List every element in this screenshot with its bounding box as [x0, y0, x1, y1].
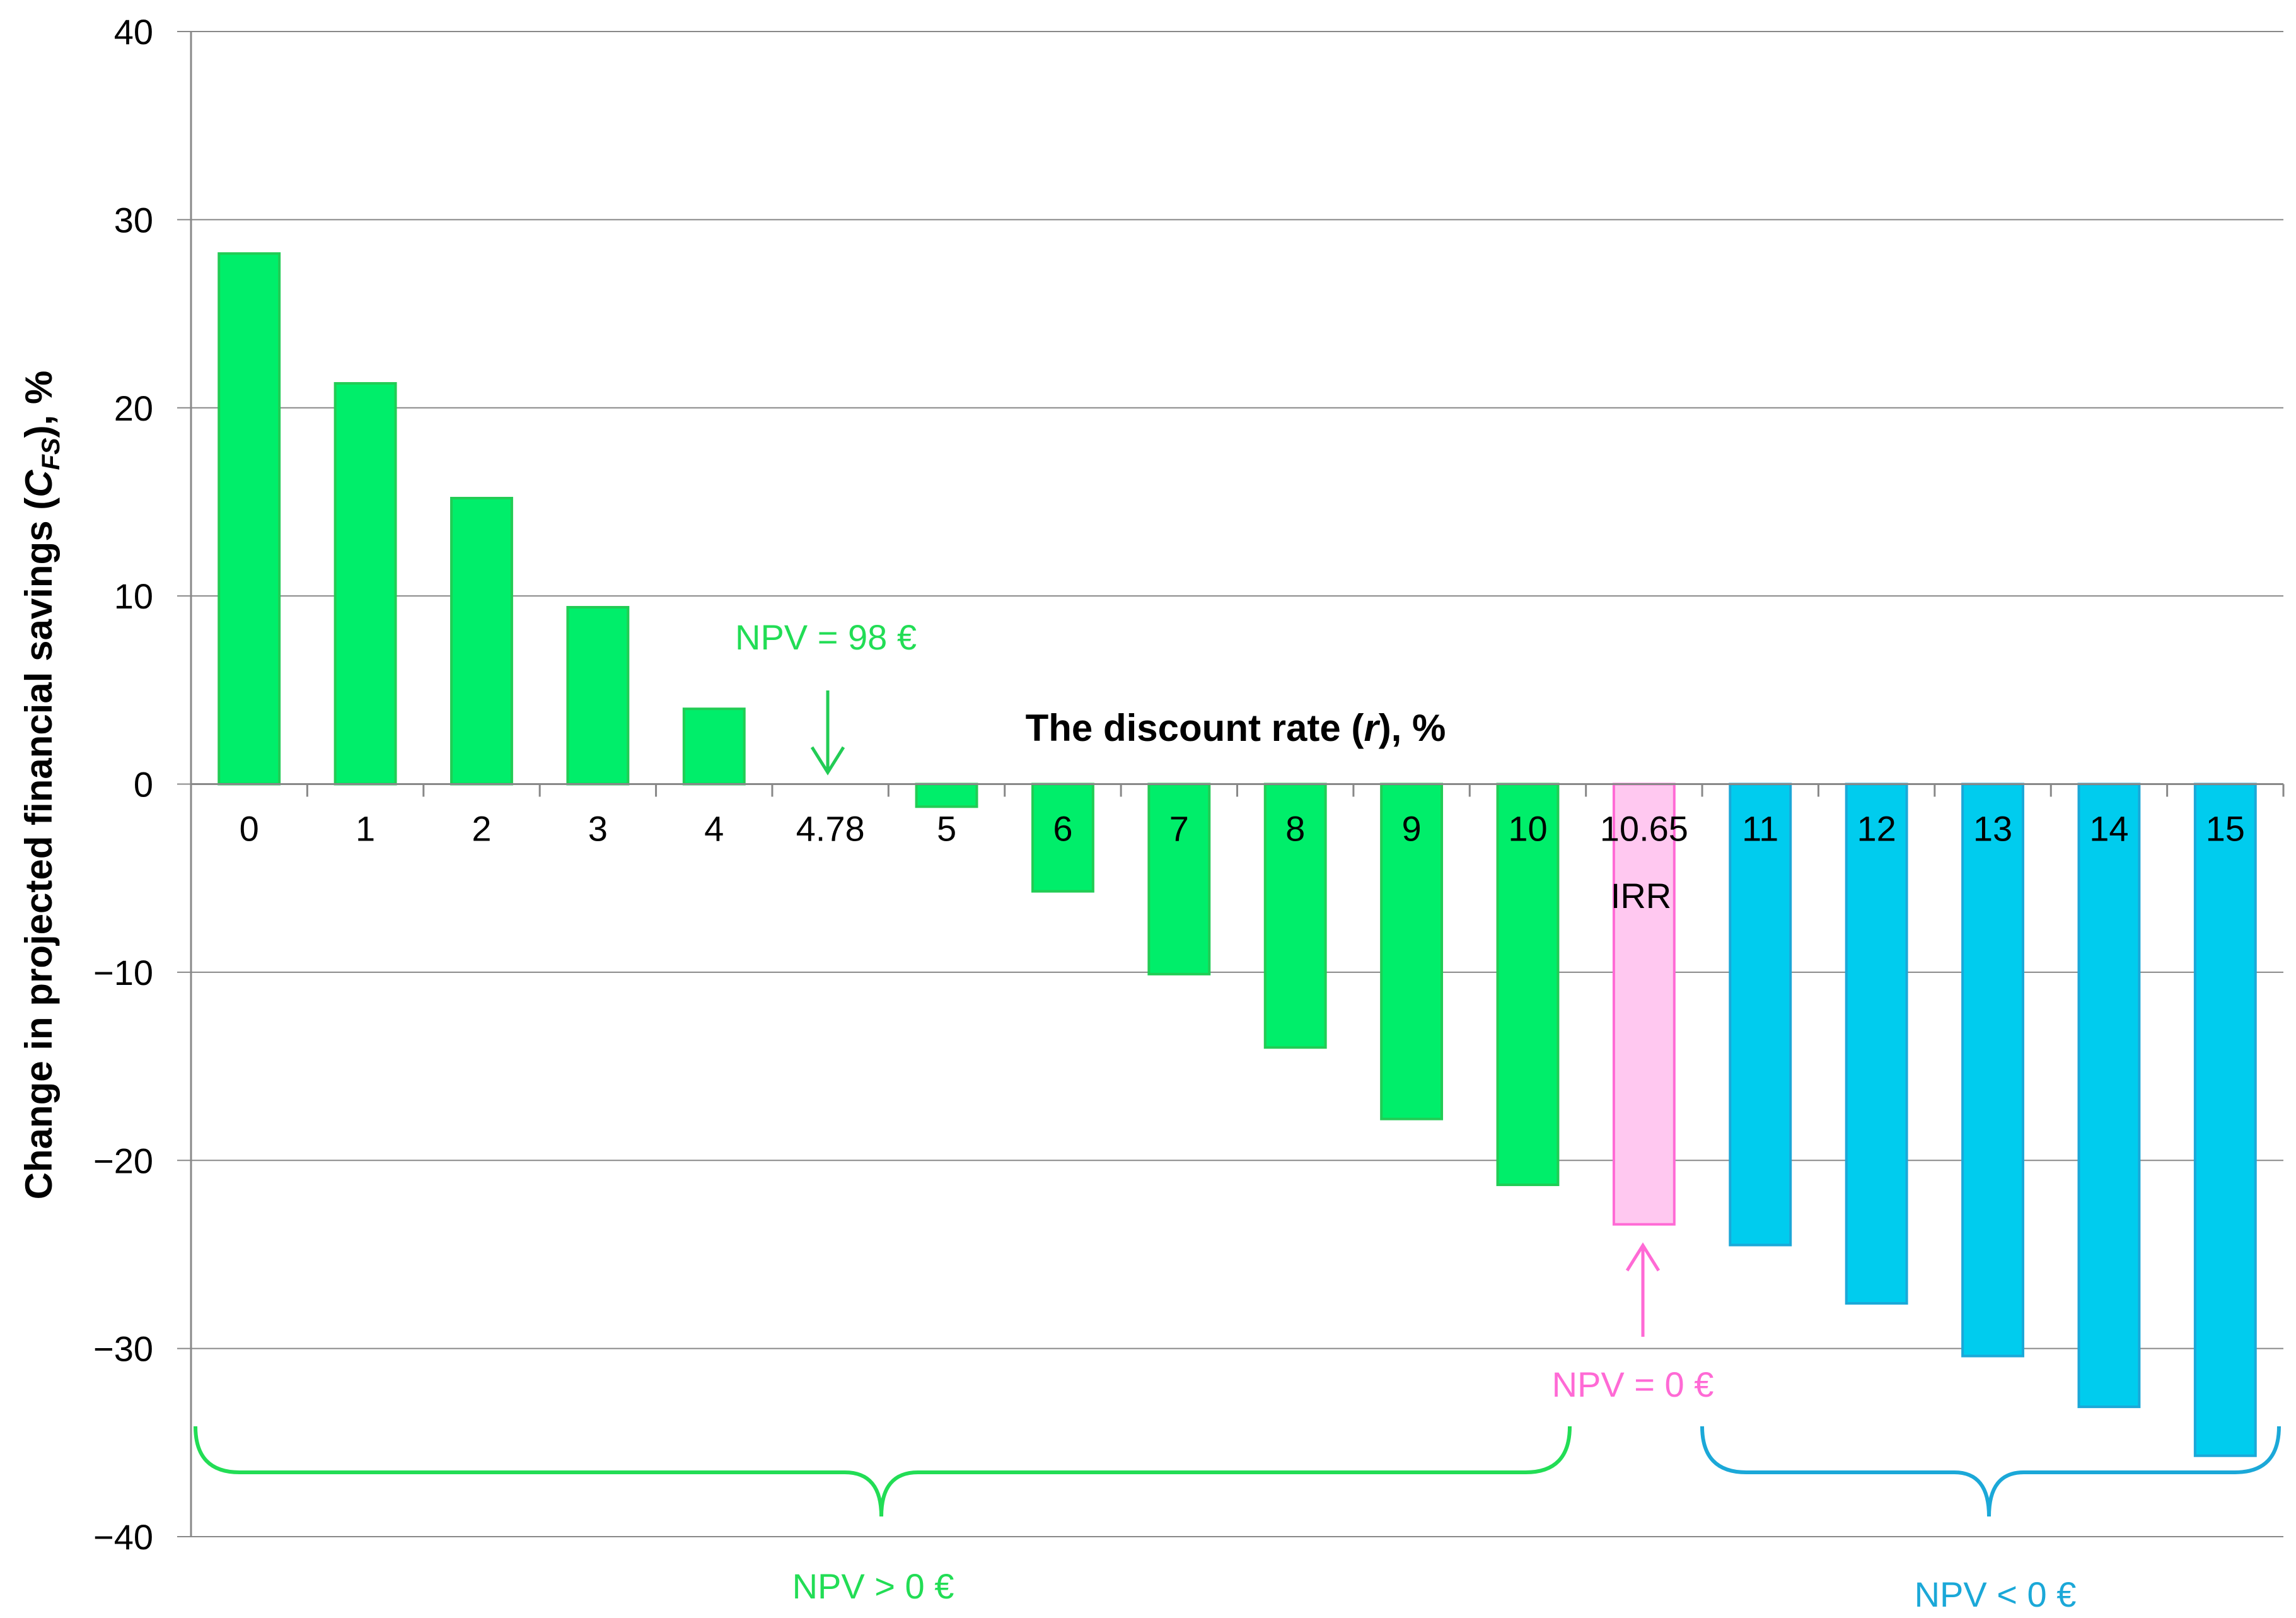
- bar-15: [2193, 783, 2257, 1457]
- npv-negative-label: NPV < 0 €: [1915, 1574, 2077, 1614]
- npv-positive-brace: [194, 1426, 1572, 1517]
- x-tick-label: 11: [1742, 809, 1778, 849]
- x-tick-label: 9: [1402, 809, 1422, 849]
- y-tick-label: −30: [93, 1329, 153, 1369]
- x-tick-label: 4: [704, 809, 724, 849]
- bar-12: [1845, 783, 1908, 1305]
- y-tick-label: 30: [114, 200, 153, 240]
- npv-98-arrow-icon: [810, 690, 845, 776]
- npv-zero-arrow-icon: [1625, 1242, 1661, 1337]
- x-tick-label: 5: [937, 809, 956, 849]
- x-tick-label: 8: [1285, 809, 1305, 849]
- x-tick-label: 14: [2089, 809, 2128, 849]
- x-tick-label: 4.78: [796, 809, 865, 849]
- irr-label: IRR: [1611, 876, 1671, 916]
- npv-zero-label: NPV = 0 €: [1552, 1365, 1714, 1404]
- bar-2: [450, 496, 513, 786]
- x-tick-label: 13: [1973, 809, 2012, 849]
- y-tick-label: 0: [134, 765, 153, 805]
- x-axis-title: The discount rate (r), %: [1026, 707, 1446, 749]
- bars: [190, 252, 2285, 1457]
- bar-3: [566, 606, 630, 786]
- bar-4: [682, 707, 746, 786]
- x-tick-label: 7: [1169, 809, 1189, 849]
- y-tick-label: 40: [114, 12, 153, 52]
- npv-98-label: NPV = 98 €: [735, 617, 917, 657]
- x-tick-labels: 0 1 2 3 4 4.78 5 6 7 8 9 10 10.65 11 12 13 14 15: [240, 809, 2245, 849]
- npv-positive-label: NPV > 0 €: [792, 1566, 954, 1606]
- x-tick-label: 10.65: [1600, 809, 1688, 849]
- bar-11: [1729, 783, 1792, 1247]
- y-axis-title: Change in projected financial savings (C…: [18, 371, 65, 1200]
- bar-10.65: [1612, 783, 1676, 1226]
- y-tick-label: −40: [93, 1517, 153, 1557]
- x-tick-label: 12: [1857, 809, 1896, 849]
- x-tick-label: 0: [240, 809, 259, 849]
- bar-0: [217, 252, 281, 786]
- x-tick-label: 3: [588, 809, 608, 849]
- x-tick-label: 1: [356, 809, 375, 849]
- bar-5: [915, 783, 978, 808]
- x-tick-label: 2: [472, 809, 491, 849]
- x-tick-label: 10: [1508, 809, 1547, 849]
- y-tick-labels: 40 30 20 10 0 −10 −20 −30 −40: [93, 12, 153, 1557]
- y-tick-label: −10: [93, 953, 153, 992]
- bar-10: [1496, 783, 1560, 1187]
- bar-1: [333, 381, 397, 786]
- bar-13: [1961, 783, 2024, 1358]
- x-tick-label: 6: [1053, 809, 1072, 849]
- x-tick-label: 15: [2206, 809, 2245, 849]
- y-tick-label: 10: [114, 576, 153, 616]
- y-tick-label: −20: [93, 1141, 153, 1180]
- npv-negative-brace: [1700, 1426, 2281, 1517]
- y-tick-label: 20: [114, 388, 153, 428]
- bar-14: [2077, 783, 2141, 1409]
